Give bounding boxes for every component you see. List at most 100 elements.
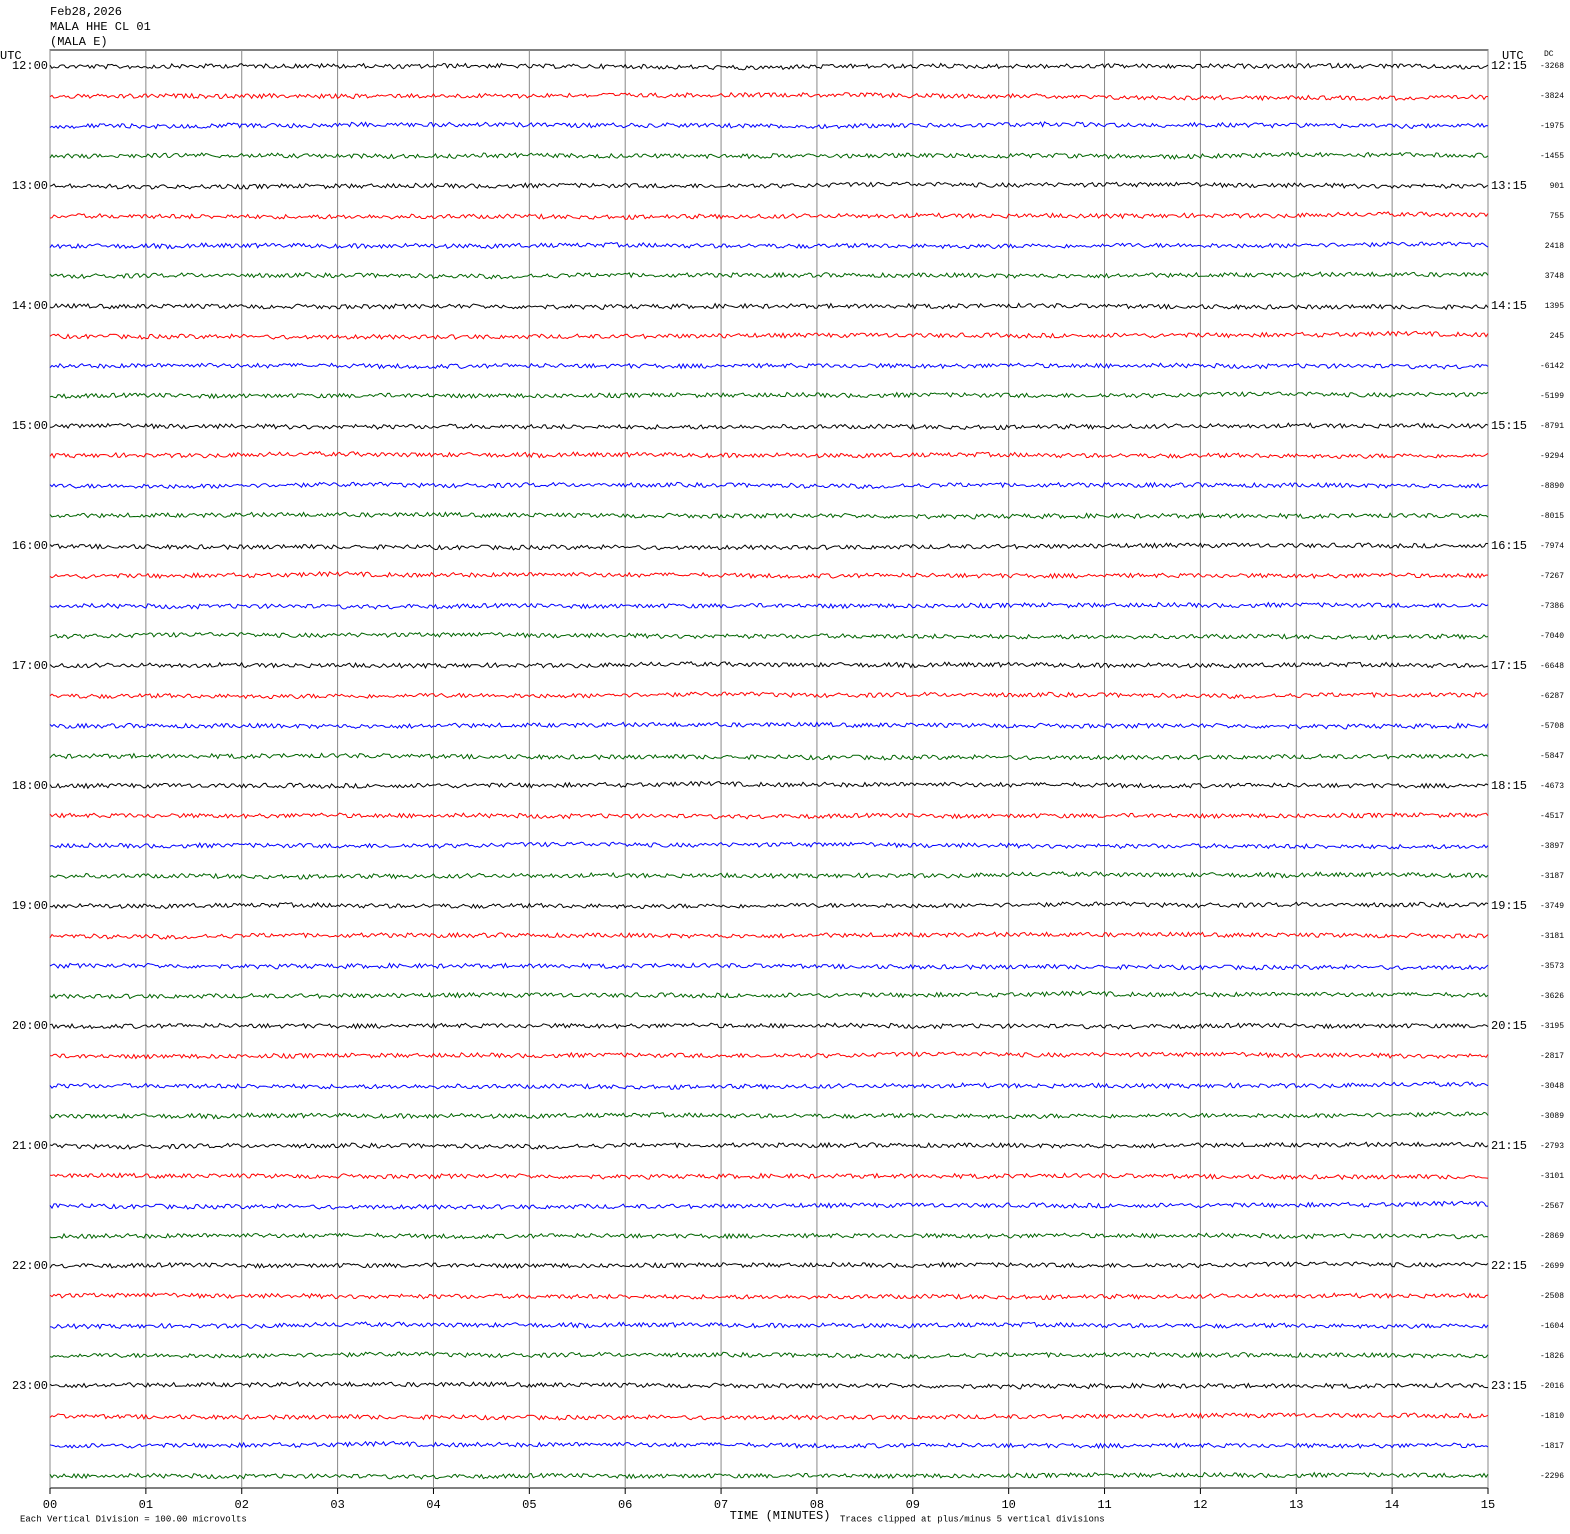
dc-value: -4673 xyxy=(1540,782,1564,791)
trace xyxy=(49,631,1489,640)
trace xyxy=(49,450,1489,460)
left-time-label: 12:00 xyxy=(12,59,48,73)
dc-value: -6287 xyxy=(1540,692,1564,701)
x-tick-label: 09 xyxy=(906,1498,920,1512)
dc-value: -3089 xyxy=(1540,1112,1564,1121)
trace xyxy=(49,1051,1489,1060)
trace xyxy=(49,481,1489,490)
dc-value: -2699 xyxy=(1540,1262,1564,1271)
trace xyxy=(49,62,1489,71)
x-tick-label: 06 xyxy=(618,1498,632,1512)
dc-value: -1455 xyxy=(1540,152,1564,161)
trace xyxy=(49,1172,1489,1181)
trace xyxy=(49,241,1489,250)
trace xyxy=(49,1022,1489,1030)
dc-value: 901 xyxy=(1550,182,1565,191)
trace xyxy=(49,1412,1489,1421)
trace xyxy=(49,542,1489,551)
dc-value: -6648 xyxy=(1540,662,1564,671)
right-time-label: 20:15 xyxy=(1491,1019,1527,1033)
dc-value: -5708 xyxy=(1540,722,1564,731)
dc-value: -2016 xyxy=(1540,1382,1564,1391)
x-tick-label: 02 xyxy=(235,1498,249,1512)
dc-value: -2869 xyxy=(1540,1232,1564,1241)
dc-value: -3187 xyxy=(1540,872,1564,881)
x-tick-label: 10 xyxy=(1001,1498,1015,1512)
trace xyxy=(49,780,1489,790)
dc-value: -3195 xyxy=(1540,1022,1564,1031)
left-time-label: 14:00 xyxy=(12,299,48,313)
dc-value: -1975 xyxy=(1540,122,1564,131)
trace xyxy=(49,1200,1489,1210)
dc-value: -4517 xyxy=(1540,812,1564,821)
right-time-label: 18:15 xyxy=(1491,779,1527,793)
dc-value: 245 xyxy=(1550,332,1565,341)
dc-value: -3573 xyxy=(1540,962,1564,971)
dc-value: -8890 xyxy=(1540,482,1564,491)
right-time-label: 14:15 xyxy=(1491,299,1527,313)
trace xyxy=(49,1471,1489,1480)
dc-value: -3268 xyxy=(1540,62,1564,71)
dc-value: -1826 xyxy=(1540,1352,1564,1361)
right-time-label: 17:15 xyxy=(1491,659,1527,673)
left-time-label: 20:00 xyxy=(12,1019,48,1033)
right-time-label: 23:15 xyxy=(1491,1379,1527,1393)
right-time-label: 13:15 xyxy=(1491,179,1527,193)
dc-value: 755 xyxy=(1550,212,1565,221)
dc-value: -8791 xyxy=(1540,422,1564,431)
left-axis-title: UTC xyxy=(0,49,22,63)
trace xyxy=(49,1081,1489,1090)
trace xyxy=(49,841,1489,850)
dc-value: -3824 xyxy=(1540,92,1564,101)
trace xyxy=(49,1261,1489,1269)
dc-value: -1604 xyxy=(1540,1322,1564,1331)
left-time-label: 21:00 xyxy=(12,1139,48,1153)
dc-value: 1395 xyxy=(1545,302,1564,311)
left-time-label: 22:00 xyxy=(12,1259,48,1273)
dc-value: -1810 xyxy=(1540,1412,1564,1421)
right-time-label: 12:15 xyxy=(1491,59,1527,73)
x-tick-label: 04 xyxy=(426,1498,440,1512)
trace xyxy=(49,121,1489,130)
dc-value: -3749 xyxy=(1540,902,1564,911)
trace xyxy=(49,752,1489,761)
dc-value: -2296 xyxy=(1540,1472,1564,1481)
left-time-label: 18:00 xyxy=(12,779,48,793)
trace xyxy=(49,302,1489,311)
right-time-label: 19:15 xyxy=(1491,899,1527,913)
trace xyxy=(49,812,1489,820)
trace xyxy=(49,511,1489,520)
x-tick-label: 13 xyxy=(1289,1498,1303,1512)
left-time-label: 17:00 xyxy=(12,659,48,673)
dc-value: -6142 xyxy=(1540,362,1564,371)
dc-value: -2817 xyxy=(1540,1052,1564,1061)
dc-value: -5199 xyxy=(1540,392,1564,401)
trace xyxy=(49,1321,1489,1330)
dc-value: -3626 xyxy=(1540,992,1564,1001)
trace xyxy=(49,1141,1489,1150)
x-tick-label: 03 xyxy=(330,1498,344,1512)
dc-value: -3181 xyxy=(1540,932,1564,941)
trace xyxy=(49,271,1489,280)
x-tick-label: 00 xyxy=(43,1498,57,1512)
left-time-label: 15:00 xyxy=(12,419,48,433)
plot-frame xyxy=(49,49,1489,1489)
trace xyxy=(49,391,1489,400)
right-time-label: 15:15 xyxy=(1491,419,1527,433)
trace xyxy=(49,901,1489,910)
dc-title: DC xyxy=(1544,50,1554,59)
x-axis-label: TIME (MINUTES) xyxy=(730,1509,831,1523)
dc-value: -1817 xyxy=(1540,1442,1564,1451)
trace xyxy=(49,1440,1489,1450)
dc-value: -9294 xyxy=(1540,452,1564,461)
trace xyxy=(49,151,1489,161)
left-time-label: 19:00 xyxy=(12,899,48,913)
dc-value: -3048 xyxy=(1540,1082,1564,1091)
trace xyxy=(49,362,1489,370)
trace xyxy=(49,571,1489,580)
left-time-label: 13:00 xyxy=(12,179,48,193)
trace xyxy=(49,871,1489,880)
trace xyxy=(49,931,1489,940)
right-time-label: 16:15 xyxy=(1491,539,1527,553)
